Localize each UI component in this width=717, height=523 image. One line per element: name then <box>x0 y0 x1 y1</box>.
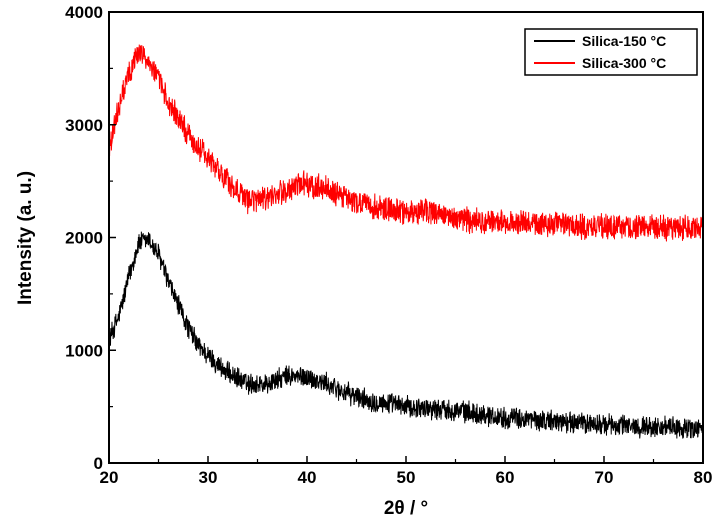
x-axis-title: 2θ / ° <box>384 498 428 519</box>
legend: Silica-150 °C Silica-300 °C <box>524 28 698 76</box>
x-tick-label: 30 <box>199 468 218 487</box>
series-line-1 <box>109 44 703 242</box>
y-tick-label: 3000 <box>65 116 103 135</box>
x-tick-label: 80 <box>694 468 713 487</box>
y-axis-title: Intensity (a. u.) <box>15 171 36 305</box>
x-axis-ticks: 20 30 40 50 60 70 80 <box>100 456 713 487</box>
x-tick-label: 70 <box>595 468 614 487</box>
y-tick-label: 1000 <box>65 341 103 360</box>
plot-area <box>109 44 703 439</box>
y-tick-label: 0 <box>94 454 103 473</box>
legend-label-silica-150: Silica-150 °C <box>582 33 666 49</box>
y-axis-ticks: 0 1000 2000 3000 4000 <box>65 3 116 473</box>
y-tick-label: 2000 <box>65 229 103 248</box>
legend-label-silica-300: Silica-300 °C <box>582 55 666 71</box>
x-tick-label: 20 <box>100 468 119 487</box>
legend-box <box>524 28 698 76</box>
series-line-0 <box>109 231 703 439</box>
y-tick-label: 4000 <box>65 3 103 22</box>
x-tick-label: 50 <box>397 468 416 487</box>
x-tick-label: 60 <box>496 468 515 487</box>
x-tick-label: 40 <box>298 468 317 487</box>
series-layer <box>109 44 703 439</box>
